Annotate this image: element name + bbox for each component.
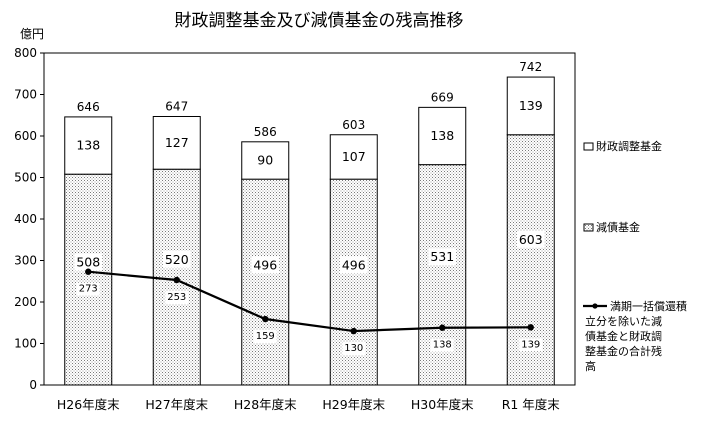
legend-label: 整基金の合計残 — [585, 344, 662, 358]
line-data-label-background — [76, 282, 100, 296]
line-data-label: 138 — [433, 340, 452, 351]
line-data-label-background — [165, 291, 189, 305]
legend-swatch-marker — [592, 303, 598, 309]
data-label-background — [74, 253, 103, 271]
legend-label: 財政調整基金 — [596, 139, 662, 153]
total-label: 669 — [431, 90, 454, 104]
x-tick-label: H28年度末 — [234, 397, 297, 412]
total-label: 742 — [519, 60, 542, 74]
y-tick-label: 100 — [14, 337, 37, 351]
legend-label: 満期一括償還積 — [610, 299, 687, 313]
x-tick-label: H30年度末 — [411, 397, 474, 412]
line-data-label-background — [342, 342, 366, 356]
line-data-label: 273 — [79, 284, 98, 295]
line-point — [262, 315, 269, 323]
data-label: 90 — [257, 152, 273, 167]
legend-label: 高 — [585, 359, 596, 373]
legend-label: 債基金と財政調 — [585, 329, 662, 343]
y-tick-label: 600 — [14, 129, 37, 143]
bar-segment-財政調整基金 — [241, 141, 290, 180]
line-point — [439, 324, 446, 331]
y-tick-label: 400 — [14, 212, 37, 226]
legend-swatch-財政調整基金 — [583, 142, 594, 151]
x-tick-label: H27年度末 — [145, 397, 208, 412]
data-label: 138 — [76, 138, 100, 153]
line-point — [85, 268, 92, 275]
bar-segment-減債基金 — [64, 173, 113, 386]
y-tick-label: 700 — [14, 88, 37, 102]
total-label: 647 — [165, 99, 188, 113]
data-label-background — [162, 250, 191, 268]
bar-segment-減債基金 — [418, 164, 467, 386]
line-data-label-background — [519, 338, 543, 352]
total-label: 646 — [77, 100, 100, 114]
bar-segment-財政調整基金 — [506, 76, 555, 136]
line-series: 273 253 159 130 138 139 — [76, 268, 543, 356]
y-tick-label: 800 — [14, 46, 37, 60]
total-label: 603 — [342, 118, 365, 132]
legend-label: 減債基金 — [596, 220, 640, 234]
line-data-label: 139 — [521, 339, 540, 350]
bar-segment-財政調整基金 — [329, 134, 378, 180]
data-label: 127 — [165, 135, 189, 150]
data-label: 531 — [430, 249, 454, 264]
series-line — [88, 270, 531, 333]
bars: 508 138 646 H26年度末 520 127 647 H27年度末 496 90 586 H2… — [57, 60, 560, 412]
data-label-background — [251, 256, 280, 274]
bar-segment-財政調整基金 — [418, 106, 467, 166]
y-axis-unit: 億円 — [20, 27, 44, 41]
data-label: 138 — [430, 128, 454, 143]
data-label-background — [428, 248, 457, 266]
y-axis: 0 100 200 300 400 500 600 700 800 — [14, 46, 44, 392]
line-data-label: 253 — [167, 292, 186, 303]
data-label-background — [339, 256, 368, 274]
x-tick-label: H29年度末 — [322, 397, 385, 412]
chart-title: 財政調整基金及び減債基金の残高推移 — [175, 11, 464, 31]
line-point — [350, 327, 357, 335]
y-tick-label: 200 — [14, 295, 37, 309]
legend-swatch-減債基金 — [583, 223, 594, 232]
line-point — [173, 276, 180, 284]
legend-label: 立分を除いた減 — [585, 314, 662, 328]
line-data-label-background — [253, 330, 277, 344]
x-tick-label: H26年度末 — [57, 397, 120, 412]
line-data-label: 159 — [256, 331, 275, 342]
bar-segment-減債基金 — [241, 178, 290, 386]
data-label: 496 — [342, 258, 366, 273]
y-tick-label: 0 — [29, 378, 37, 392]
data-label: 520 — [165, 252, 189, 267]
data-label: 508 — [76, 255, 100, 270]
x-tick-label: R1 年度末 — [502, 397, 561, 412]
bar-segment-財政調整基金 — [152, 115, 201, 170]
line-point — [527, 324, 534, 331]
bar-segment-財政調整基金 — [64, 116, 113, 175]
y-tick-label: 500 — [14, 171, 37, 185]
line-data-label: 130 — [344, 343, 363, 354]
data-label: 496 — [253, 258, 277, 273]
data-label: 107 — [342, 149, 366, 164]
line-data-label-background — [430, 338, 454, 352]
plot-frame — [43, 52, 576, 386]
total-label: 586 — [254, 125, 277, 139]
data-label-background — [516, 230, 545, 248]
y-tick-label: 300 — [14, 254, 37, 268]
data-label: 603 — [519, 232, 543, 247]
data-label: 139 — [519, 98, 543, 113]
